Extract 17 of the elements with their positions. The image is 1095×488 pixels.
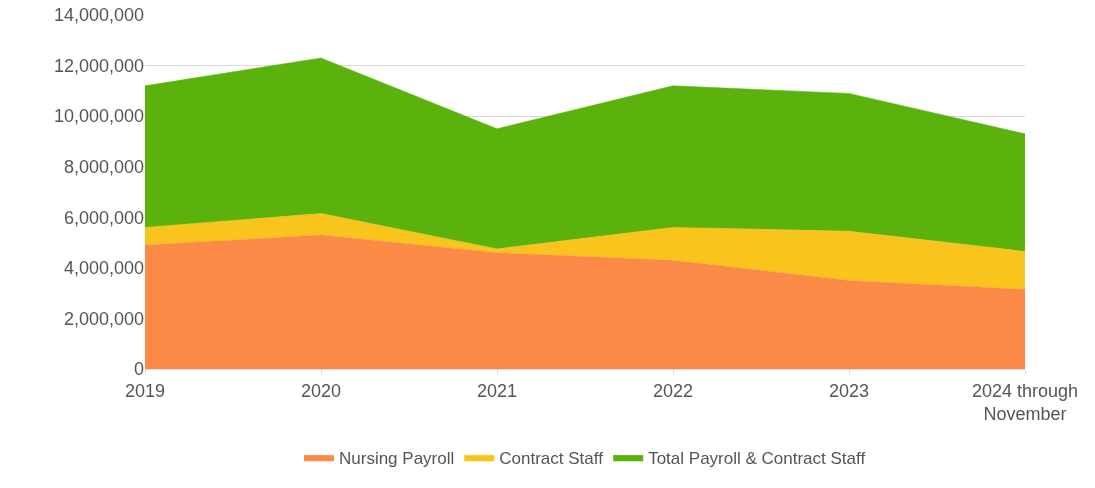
x-tick-label: 2021 bbox=[476, 380, 518, 401]
y-tick-label: 12,000,000 bbox=[53, 55, 144, 76]
y-tick-label: 0 bbox=[133, 359, 144, 380]
y-tick-label: 4,000,000 bbox=[63, 258, 144, 279]
legend-label: Nursing Payroll bbox=[339, 448, 455, 468]
y-tick-label: 6,000,000 bbox=[63, 207, 144, 228]
legend-label: Contract Staff bbox=[499, 448, 604, 468]
x-tick-label: 2022 bbox=[652, 380, 694, 401]
y-tick-label: 14,000,000 bbox=[53, 5, 144, 26]
x-tick-label: 2023 bbox=[828, 380, 870, 401]
y-tick-label: 2,000,000 bbox=[63, 308, 144, 329]
y-tick-label: 10,000,000 bbox=[53, 106, 144, 127]
x-tick-label: 2020 bbox=[300, 380, 342, 401]
x-tick-label: 2019 bbox=[124, 380, 166, 401]
x-tick-label: 2024 through November bbox=[971, 380, 1079, 424]
y-tick-label: 8,000,000 bbox=[63, 157, 144, 178]
legend-label: Total Payroll & Contract Staff bbox=[648, 448, 866, 468]
